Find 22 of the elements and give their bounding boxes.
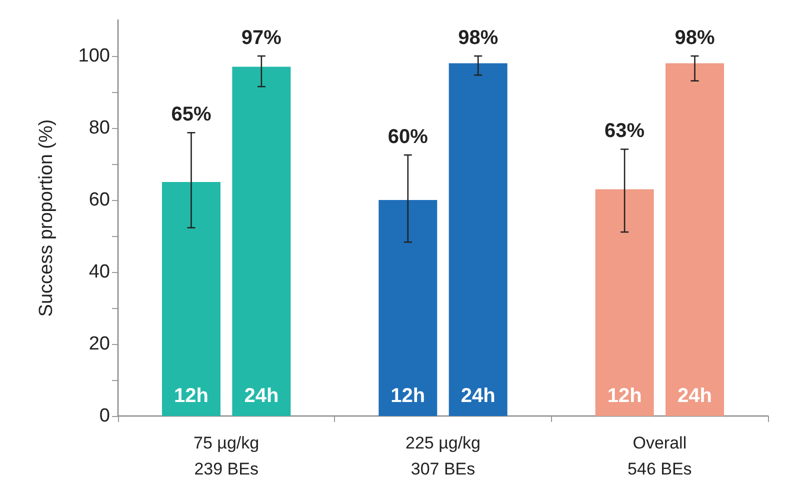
text: 12h — [607, 385, 642, 407]
y-tick-label: 0 — [99, 406, 110, 426]
data-label: 97% — [241, 27, 282, 49]
text: 12h — [390, 385, 426, 407]
text: 24h — [678, 385, 712, 407]
y-tick-label: 40 — [88, 262, 110, 282]
x-tick-label: 225 µg/kg 307 BEs — [405, 434, 481, 478]
text: 24h — [460, 385, 496, 407]
data-label: 98% — [458, 27, 498, 49]
y-axis-title: Success proportion (%) — [36, 119, 57, 317]
y-tick-label: 20 — [88, 334, 110, 354]
series-label: 12h — [174, 385, 208, 407]
x-tick-label: 75 µg/kg 239 BEs — [194, 434, 260, 478]
y-tick-label: 80 — [88, 118, 110, 138]
data-label: 98% — [674, 27, 715, 49]
y-tick-label: 100 — [78, 46, 110, 66]
x-tick-label: Overall 546 BEs — [628, 434, 692, 478]
data-label: 63% — [604, 120, 645, 142]
data-label: 65% — [171, 104, 212, 126]
series-label: 24h — [244, 385, 279, 407]
data-label: 60% — [388, 126, 428, 148]
y-tick-label: 60 — [88, 190, 110, 210]
